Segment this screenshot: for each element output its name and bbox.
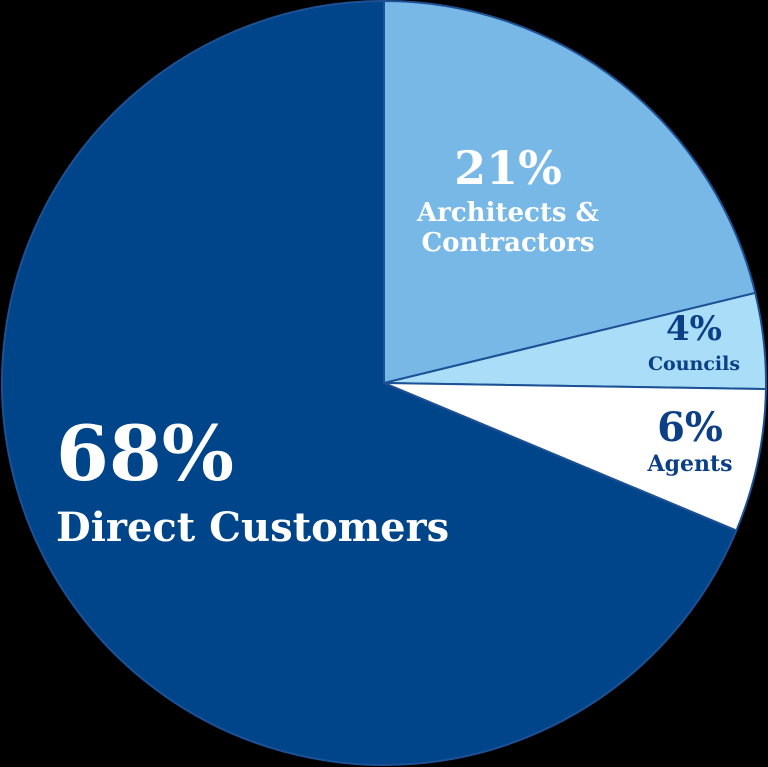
value-label: 68% (56, 409, 234, 498)
pie-slice (383, 382, 767, 532)
slice-label: Architects & Contractors (416, 198, 600, 258)
slice-label: Councils (647, 353, 741, 375)
value-label: 6% (657, 404, 723, 451)
value-label: 21% (454, 141, 562, 195)
value-label: 4% (666, 309, 722, 349)
pie-slice (383, 0, 757, 385)
slice-label: Direct Customers (56, 504, 450, 551)
pie-slice (1, 0, 738, 766)
slice-label: Agents (647, 451, 733, 477)
